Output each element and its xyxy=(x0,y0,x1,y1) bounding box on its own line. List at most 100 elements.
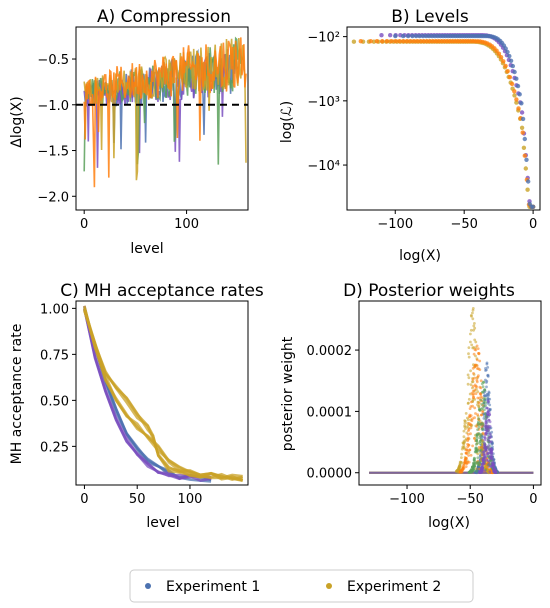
panel-d-point xyxy=(464,465,468,468)
panel-c-series-line xyxy=(83,308,212,483)
panel-d-point xyxy=(482,380,485,384)
panel-d-point xyxy=(474,340,478,344)
panel-d-point xyxy=(482,404,486,408)
panel-b-point xyxy=(351,39,357,44)
panel-d-point xyxy=(472,328,475,332)
panel-b-point xyxy=(503,46,508,51)
panel-d-ytick-label: 0.0000 xyxy=(307,467,353,482)
panel-d-point xyxy=(477,425,481,429)
panel-c-title: C) MH acceptance rates xyxy=(60,281,264,301)
panel-d-point xyxy=(472,352,476,356)
panel-c-xtick-label: 100 xyxy=(178,492,203,507)
panel-d-point xyxy=(471,393,475,397)
panel-b-title: B) Levels xyxy=(391,7,469,27)
panel-d-point xyxy=(492,467,496,470)
panel-d-point xyxy=(478,440,482,443)
panel-b-point xyxy=(380,39,385,44)
panel-c-series-line xyxy=(83,308,212,483)
panel-d-point xyxy=(466,433,470,436)
panel-b-point xyxy=(379,33,384,38)
panel-d-point xyxy=(483,454,487,458)
panel-d-point xyxy=(467,352,470,356)
panel-d-point xyxy=(471,465,474,469)
panel-d-point xyxy=(476,396,480,400)
panel-d-point xyxy=(489,457,493,461)
panel-d-point xyxy=(477,445,481,449)
panel-d-point xyxy=(476,347,480,350)
panel-d-point xyxy=(475,364,479,368)
panel-d-point xyxy=(474,467,478,471)
panel-d-point xyxy=(477,420,480,424)
panel-d-point xyxy=(466,373,470,377)
panel-d-point xyxy=(459,470,463,474)
panel-c-axes-frame xyxy=(75,300,249,486)
panel-d-point xyxy=(484,419,488,423)
panel-b-point xyxy=(505,69,510,74)
panel-d-point xyxy=(477,417,481,420)
panel-d-point xyxy=(480,428,484,431)
panel-d-point xyxy=(478,471,482,474)
panel-c-series-line xyxy=(83,308,243,482)
panel-d-point xyxy=(478,436,482,440)
panel-d-axes-frame xyxy=(358,300,542,486)
panel-d-point xyxy=(487,425,491,429)
panel-d-point xyxy=(488,432,492,436)
panel-b-ylabel: log(ℒ) xyxy=(279,101,295,143)
panel-d-point xyxy=(488,403,492,407)
panel-d-point xyxy=(463,419,467,422)
panel-d-ytick-label: 0.0001 xyxy=(307,405,353,420)
panel-d-point xyxy=(492,463,495,467)
panel-d-point xyxy=(473,326,477,330)
panel-d-point xyxy=(467,454,470,457)
panel-mh-acceptance: C) MH acceptance rates level MH acceptan… xyxy=(9,281,264,531)
panel-d-point xyxy=(461,445,465,449)
panel-b-point xyxy=(401,39,406,44)
panel-d-point xyxy=(483,412,487,416)
panel-d-point xyxy=(466,437,470,441)
panel-d-point xyxy=(469,453,473,457)
panel-d-point xyxy=(482,450,486,454)
panel-b-point xyxy=(411,39,417,44)
panel-d-point xyxy=(488,420,492,424)
panel-d-point xyxy=(469,383,473,387)
panel-d-point xyxy=(480,403,484,406)
panel-a-xlabel: level xyxy=(130,241,163,257)
panel-b-point xyxy=(514,76,519,81)
panel-d-point xyxy=(481,458,485,462)
panel-b-point xyxy=(512,89,517,94)
legend: Experiment 1 Experiment 2 xyxy=(129,569,474,603)
panel-d-point xyxy=(486,399,490,403)
legend-marker-experiment-2 xyxy=(326,583,332,589)
panel-a-ytick-label: −1.0 xyxy=(37,99,69,114)
panel-d-point xyxy=(466,418,470,422)
panel-d-point xyxy=(485,447,488,450)
panel-d-point xyxy=(484,369,487,372)
panel-d-point xyxy=(486,375,490,378)
panel-d-point xyxy=(481,410,485,414)
panel-d-point xyxy=(487,436,491,439)
panel-d-xtick-label: −50 xyxy=(457,492,484,507)
panel-d-point xyxy=(474,446,478,450)
panel-c-series-line xyxy=(83,309,212,482)
panel-d-point xyxy=(484,378,487,382)
panel-d-point xyxy=(466,460,470,464)
panel-c-series-line xyxy=(83,309,212,481)
panel-d-point xyxy=(462,429,466,433)
panel-b-point xyxy=(524,157,529,162)
panel-d-point xyxy=(480,390,484,394)
legend-label-experiment-2: Experiment 2 xyxy=(347,579,441,595)
panel-d-point xyxy=(471,444,474,448)
legend-marker-experiment-1 xyxy=(145,583,151,589)
panel-d-point xyxy=(483,436,487,439)
panel-d-point xyxy=(467,428,471,431)
panel-b-ytick-label: −10² xyxy=(307,31,340,46)
panel-a-axes-frame xyxy=(75,26,249,211)
panel-b-point xyxy=(514,97,519,102)
panel-d-point xyxy=(487,444,490,448)
panel-d-point xyxy=(460,456,463,459)
panel-b-point xyxy=(512,93,517,98)
panel-d-point xyxy=(475,469,478,473)
panel-d-point xyxy=(477,352,481,355)
panel-d-point xyxy=(494,470,498,474)
panel-b-point xyxy=(530,204,536,209)
